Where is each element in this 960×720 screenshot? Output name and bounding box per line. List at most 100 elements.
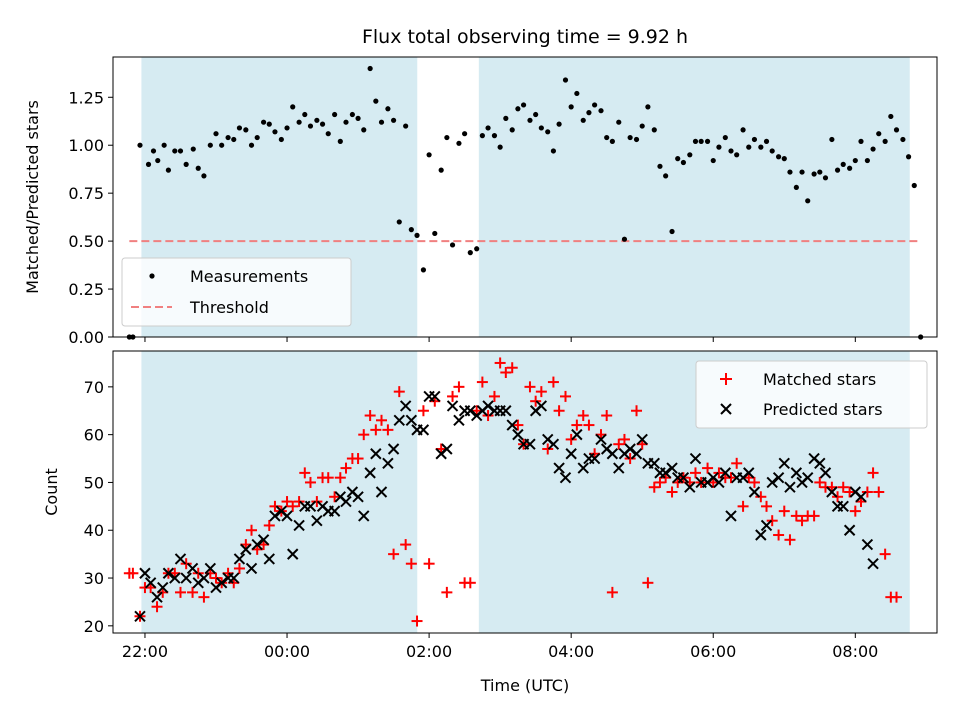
matched-star-point [382,424,394,436]
measurement-point [520,102,527,108]
matched-star-point [187,586,199,598]
predicted-star-point [198,572,210,584]
predicted-star-point [547,438,560,450]
predicted-star-point [186,562,199,575]
predicted-star-point [684,481,696,493]
predicted-star-point [624,443,636,455]
measurement-point [485,125,491,131]
measurement-point [213,131,219,137]
measurement-point [243,127,249,133]
matched-star-point [364,410,376,422]
measurement-point [278,136,284,143]
predicted-star-point [524,438,536,450]
measurement-point [687,152,693,158]
predicted-star-point [843,524,856,536]
predicted-star-point [755,529,767,541]
predicted-star-point [257,534,270,546]
matched-star-point [790,510,802,522]
y-tick-label: 50 [84,473,104,492]
predicted-star-point [636,433,648,446]
predicted-star-point [204,562,217,575]
predicted-star-point [358,510,370,522]
measurement-point [645,104,651,110]
matched-star-point [654,476,666,488]
matched-star-point [879,548,891,560]
measurement-point [343,119,349,125]
matched-star-point [329,491,341,503]
measurement-point [805,198,811,204]
predicted-star-point [553,462,565,474]
measurement-point [449,242,456,248]
predicted-star-point [453,414,465,427]
matched-star-point [624,453,636,465]
matched-star-point [583,419,595,431]
predicted-star-point [748,486,761,498]
measurement-point [627,134,633,141]
measurement-point [864,157,870,164]
measurement-point [438,167,444,173]
matched-star-point [861,486,873,498]
y-tick-label: 0.25 [68,280,104,299]
measurement-point [592,102,598,108]
measurement-point [254,134,260,141]
predicted-star-point [571,428,583,441]
x-axis-label: Time (UTC) [480,676,569,695]
measurement-point [680,159,687,166]
predicted-star-point [772,471,785,484]
predicted-star-point [251,538,263,551]
measurement-point [663,173,669,179]
measurement-point [728,148,734,154]
measurement-point [746,144,752,150]
measurement-point [527,117,533,123]
matched-star-point [713,467,725,479]
measurement-point [710,157,716,164]
predicted-star-point [512,428,524,441]
top-x-ticks [144,337,856,342]
measurement-points [126,65,924,340]
measurement-point [260,119,267,125]
matched-star-point [370,424,382,436]
top-legend: Measurements Threshold [121,257,352,327]
matched-star-point [648,481,660,493]
predicted-star-point [281,510,293,522]
predicted-star-point [382,457,394,470]
measurement-point [621,236,628,242]
measurement-point [444,134,450,141]
predicted-star-point [240,543,252,556]
measurement-point [378,119,385,125]
predicted-star-point [630,448,643,460]
measurement-point [420,267,427,273]
matched-star-point [311,496,323,508]
measurement-point [545,129,551,135]
predicted-star-point [826,486,838,498]
matched-star-point [565,433,577,445]
predicted-star-point [311,514,323,527]
x-tick-label: 02:00 [406,642,452,661]
matched-star-point [837,481,849,493]
y-tick-label: 1.25 [68,88,104,107]
bottom-legend-box [695,360,928,429]
measurement-point [390,117,397,123]
predicted-star-point [802,471,814,484]
predicted-star-points [134,390,879,622]
measurement-point [858,138,864,144]
measurement-point [740,127,746,133]
y-tick-label: 30 [84,569,104,588]
matched-star-point [666,486,678,498]
measurement-point [302,111,308,118]
predicted-star-point [233,553,246,565]
measurement-point [533,111,539,118]
measurement-point [284,125,290,131]
predicted-star-point [269,510,281,522]
y-tick-label: 0.75 [68,184,104,203]
predicted-star-point [784,481,796,493]
predicted-star-point [245,562,258,575]
matched-star-point [784,534,796,546]
measurement-point [165,167,172,173]
matched-star-point [601,410,613,422]
measurement-point [769,148,775,154]
matched-star-point [299,467,311,479]
measurement-point [332,111,338,118]
matched-star-point [832,491,844,503]
measurement-point [201,173,207,179]
